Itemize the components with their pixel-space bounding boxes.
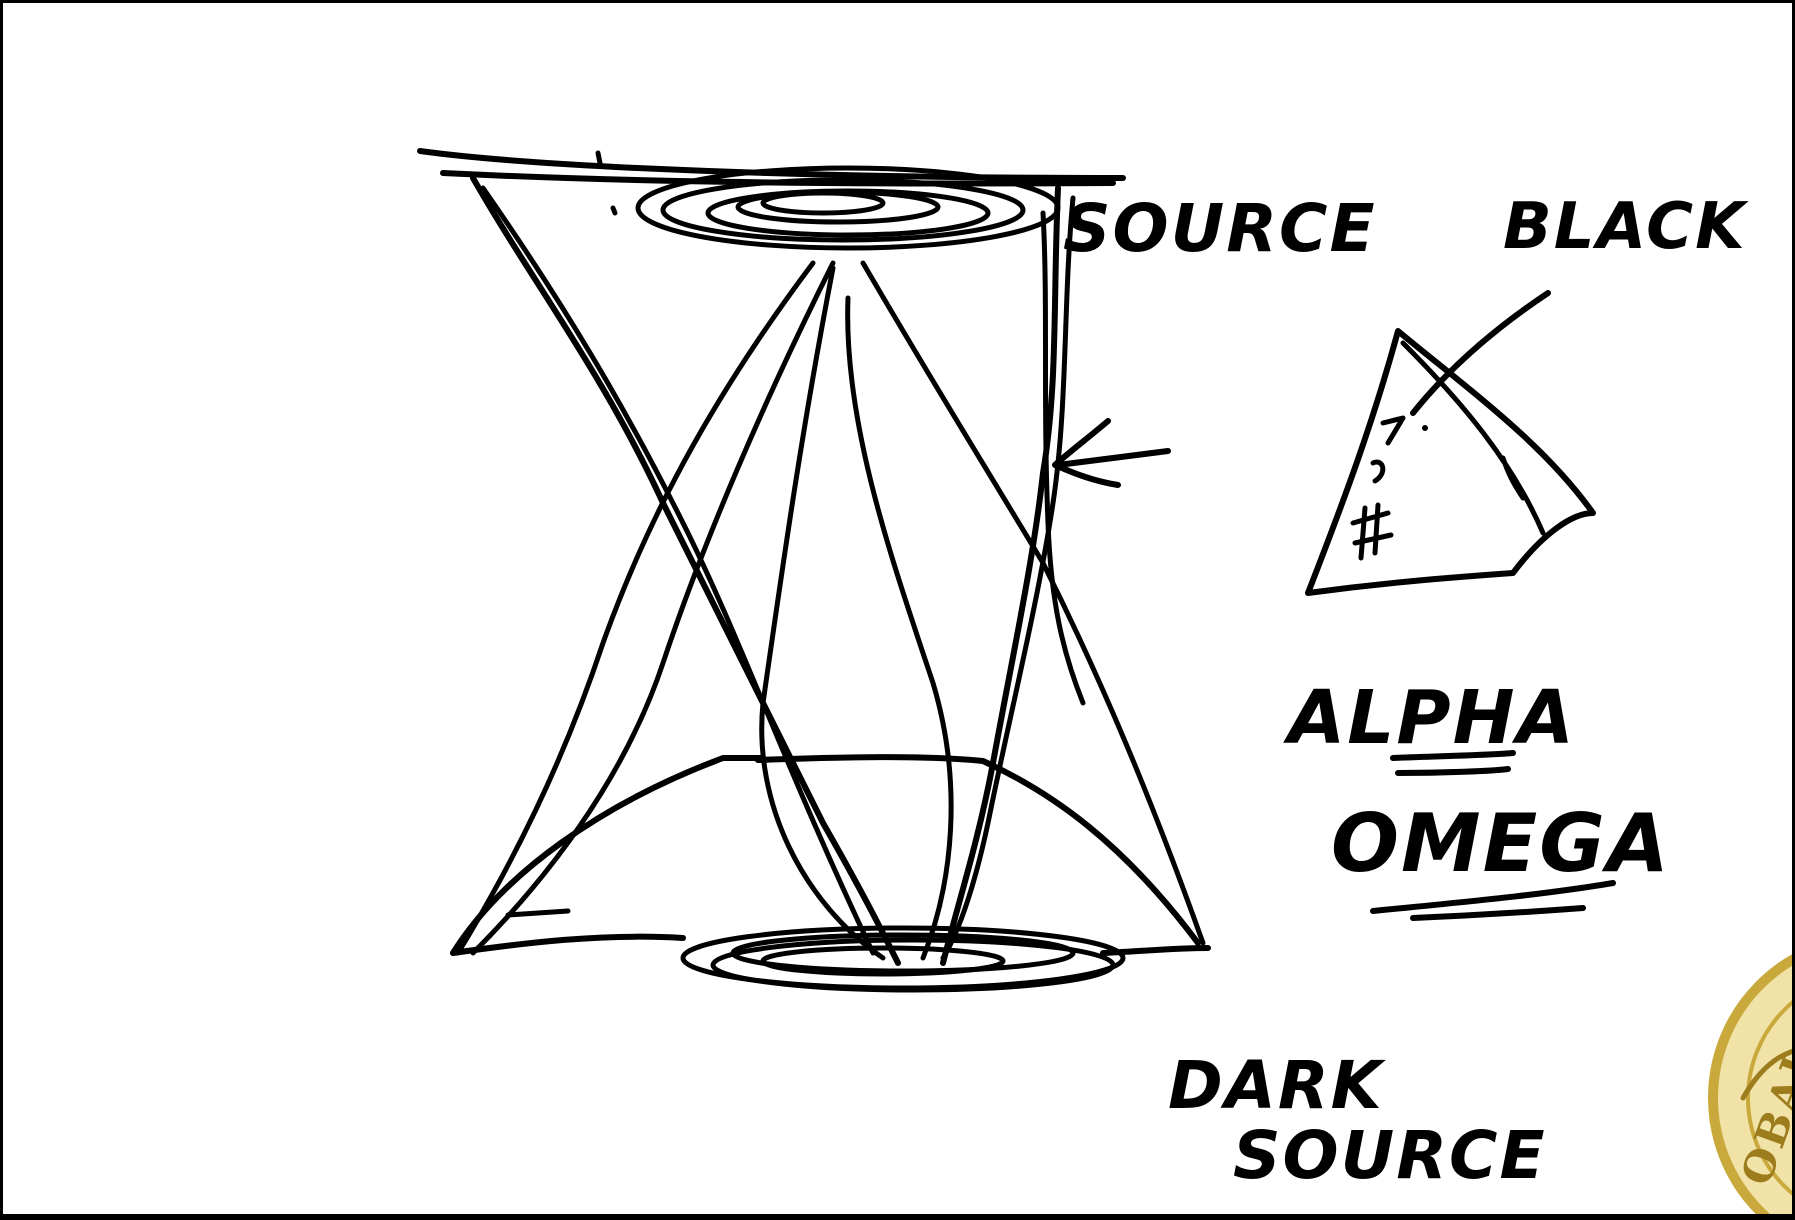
label-alpha: ALPHA <box>1283 675 1576 761</box>
inner-line-c <box>759 265 886 961</box>
black-pointer-line <box>1410 290 1551 416</box>
left-inner-edge <box>480 185 876 956</box>
bottom-left-tick <box>505 908 571 918</box>
bottom-source-ellipse <box>680 925 1126 993</box>
label-omega: OMEGA <box>1331 797 1671 890</box>
inner-line-d <box>845 295 954 961</box>
left-outer-edge <box>470 175 901 966</box>
black-triangle <box>1305 328 1596 596</box>
inner-line-e <box>860 260 1206 946</box>
right-vertical-edge-3 <box>1040 210 1086 706</box>
top-left-marks <box>595 150 618 216</box>
label-source: SOURCE <box>1063 190 1377 267</box>
label-black: BLACK <box>1503 190 1749 264</box>
arrow-icon <box>1052 418 1171 488</box>
bottom-base-top <box>755 754 1201 946</box>
whiteboard: SOURCE BLACK ALPHA OMEGA DARK SOURCE OBA… <box>3 3 1792 1214</box>
top-bar <box>417 148 1126 187</box>
right-vertical-edge-2 <box>940 195 1076 961</box>
black-triangle-inner <box>1400 340 1546 536</box>
omega-underline <box>1370 880 1616 921</box>
inner-line-a <box>455 260 816 956</box>
triangle-marks <box>1350 415 1428 561</box>
label-dark: DARK <box>1168 1047 1387 1124</box>
alpha-underline <box>1390 750 1516 776</box>
inner-line-b <box>470 260 836 956</box>
sketch-canvas: SOURCE BLACK ALPHA OMEGA DARK SOURCE OBA… <box>417 148 1792 1214</box>
top-source-ellipse <box>635 165 1061 251</box>
label-dark-source: SOURCE <box>1233 1117 1547 1194</box>
bottom-base-floor <box>450 933 1211 956</box>
right-vertical-edge-1 <box>940 185 1061 966</box>
seal-logo: OBAL INTE <box>1708 895 1792 1214</box>
